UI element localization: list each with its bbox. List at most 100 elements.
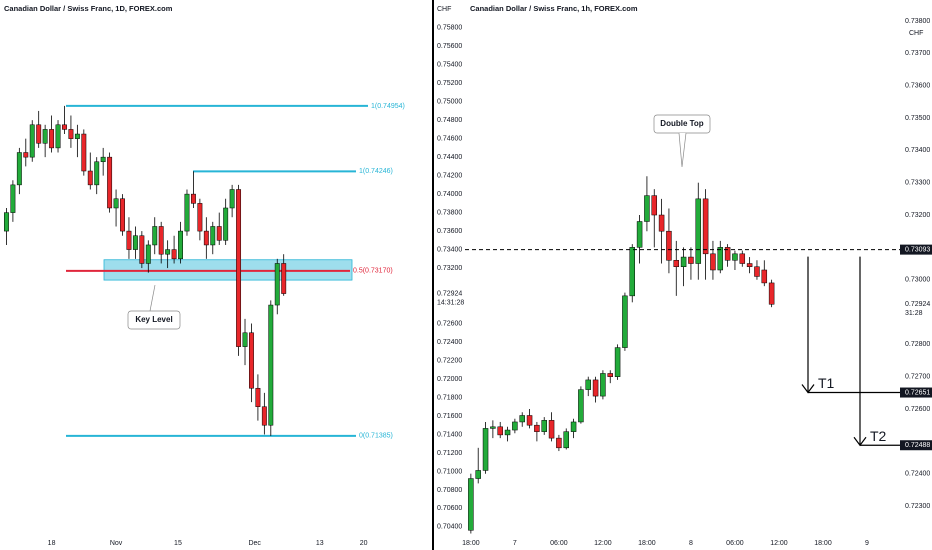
candle-body <box>242 332 248 347</box>
candle-body <box>578 389 584 423</box>
axis-label-box <box>900 387 932 398</box>
countdown: 14:31:28 <box>437 299 464 306</box>
candle-body <box>268 304 274 426</box>
y-tick-label: 0.74800 <box>437 117 462 124</box>
candle-body <box>541 420 547 432</box>
pane-divider <box>432 0 434 550</box>
x-tick-label: 13 <box>316 540 324 547</box>
candle-body <box>651 195 658 216</box>
y-tick-label: 0.75000 <box>437 99 462 106</box>
callout-pointer <box>678 132 687 168</box>
y-tick-label: 0.73400 <box>437 246 462 253</box>
y-tick-label: 0.75600 <box>437 43 462 50</box>
y-tick-label: 0.75800 <box>437 25 462 32</box>
currency: CHF <box>437 6 451 13</box>
candle-body <box>36 124 42 144</box>
candle-body <box>629 247 636 297</box>
y-tick-label: 0.73800 <box>905 18 930 25</box>
candle-body <box>512 421 518 431</box>
candle-body <box>585 379 591 390</box>
candle-body <box>165 249 171 255</box>
y-tick-label: 0.71200 <box>437 450 462 457</box>
x-tick-label: 15 <box>174 540 182 547</box>
y-tick-label: 0.73200 <box>437 265 462 272</box>
candle-body <box>184 193 190 232</box>
x-tick-label: Dec <box>248 540 261 547</box>
axis-label: 0.72651 <box>905 389 930 396</box>
candle-body <box>636 221 643 248</box>
y-tick-label: 0.72400 <box>437 339 462 346</box>
candle-body <box>16 152 22 186</box>
y-tick-label: 0.72600 <box>905 406 930 413</box>
y-tick-label: 0.73600 <box>437 228 462 235</box>
candle-body <box>592 379 599 397</box>
candle-body <box>274 263 280 306</box>
candle-body <box>107 156 113 209</box>
candle-body <box>556 437 562 449</box>
candle-body <box>113 198 119 209</box>
y-tick-label: 0.71600 <box>437 413 462 420</box>
candle-body <box>190 193 196 204</box>
candle-body <box>717 247 724 271</box>
candle-body <box>145 244 151 264</box>
y-tick-label: 0.71400 <box>437 431 462 438</box>
y-tick-label: 0.70800 <box>437 487 462 494</box>
countdown: 31:28 <box>905 310 923 317</box>
candle-body <box>622 295 628 348</box>
y-tick-label: 0.74000 <box>437 191 462 198</box>
candle-body <box>600 373 606 397</box>
target-name: T1 <box>818 375 835 391</box>
candle-body <box>673 260 680 268</box>
y-tick-label: 0.72400 <box>905 471 930 478</box>
candle-body <box>152 226 158 246</box>
y-tick-label: 0.72600 <box>437 320 462 327</box>
level-label: 1(0.74246) <box>359 168 393 175</box>
y-tick-label: 0.73300 <box>905 180 930 187</box>
x-tick-label: 20 <box>360 540 368 547</box>
candle-body <box>607 373 613 377</box>
candle-body <box>203 230 209 246</box>
candle-body <box>74 133 80 139</box>
y-tick-label: 0.71800 <box>437 394 462 401</box>
candle-body <box>497 426 503 436</box>
candle-body <box>29 124 35 158</box>
candle-body <box>724 247 731 261</box>
candle-body <box>732 253 738 261</box>
y-tick-label: 0.70600 <box>437 505 462 512</box>
candle-body <box>132 235 138 250</box>
candle-body <box>81 133 87 172</box>
candle-body <box>680 256 687 268</box>
y-tick-label: 0.73000 <box>905 277 930 284</box>
candle-body <box>139 235 145 264</box>
x-tick-label: 06:00 <box>726 540 744 547</box>
currency: CHF <box>909 30 923 37</box>
candle-body <box>42 129 48 144</box>
candle-body <box>570 421 577 432</box>
candle-body <box>614 347 621 377</box>
candle-body <box>120 198 125 232</box>
candle-body <box>178 230 183 260</box>
candle-body <box>519 415 525 423</box>
callout-text: Double Top <box>660 119 704 128</box>
candle-body <box>644 195 650 222</box>
candle-body <box>126 230 132 250</box>
candle-body <box>55 124 61 149</box>
x-tick-label: 18:00 <box>462 540 480 547</box>
candle-body <box>739 253 746 264</box>
x-tick-label: 18 <box>48 540 56 547</box>
candle-body <box>702 198 709 255</box>
y-tick-label: 0.74400 <box>437 154 462 161</box>
y-tick-label: 0.72300 <box>905 503 930 510</box>
y-tick-label: 0.71000 <box>437 468 462 475</box>
candle-body <box>534 424 540 432</box>
candle-body <box>261 406 267 426</box>
y-tick-label: 0.73200 <box>905 212 930 219</box>
candle-body <box>281 263 287 294</box>
callout-text: Key Level <box>135 315 172 324</box>
y-tick-label: 0.72000 <box>437 376 462 383</box>
candle-body <box>761 269 768 284</box>
candle-body <box>62 124 67 130</box>
candle-body <box>87 170 93 186</box>
